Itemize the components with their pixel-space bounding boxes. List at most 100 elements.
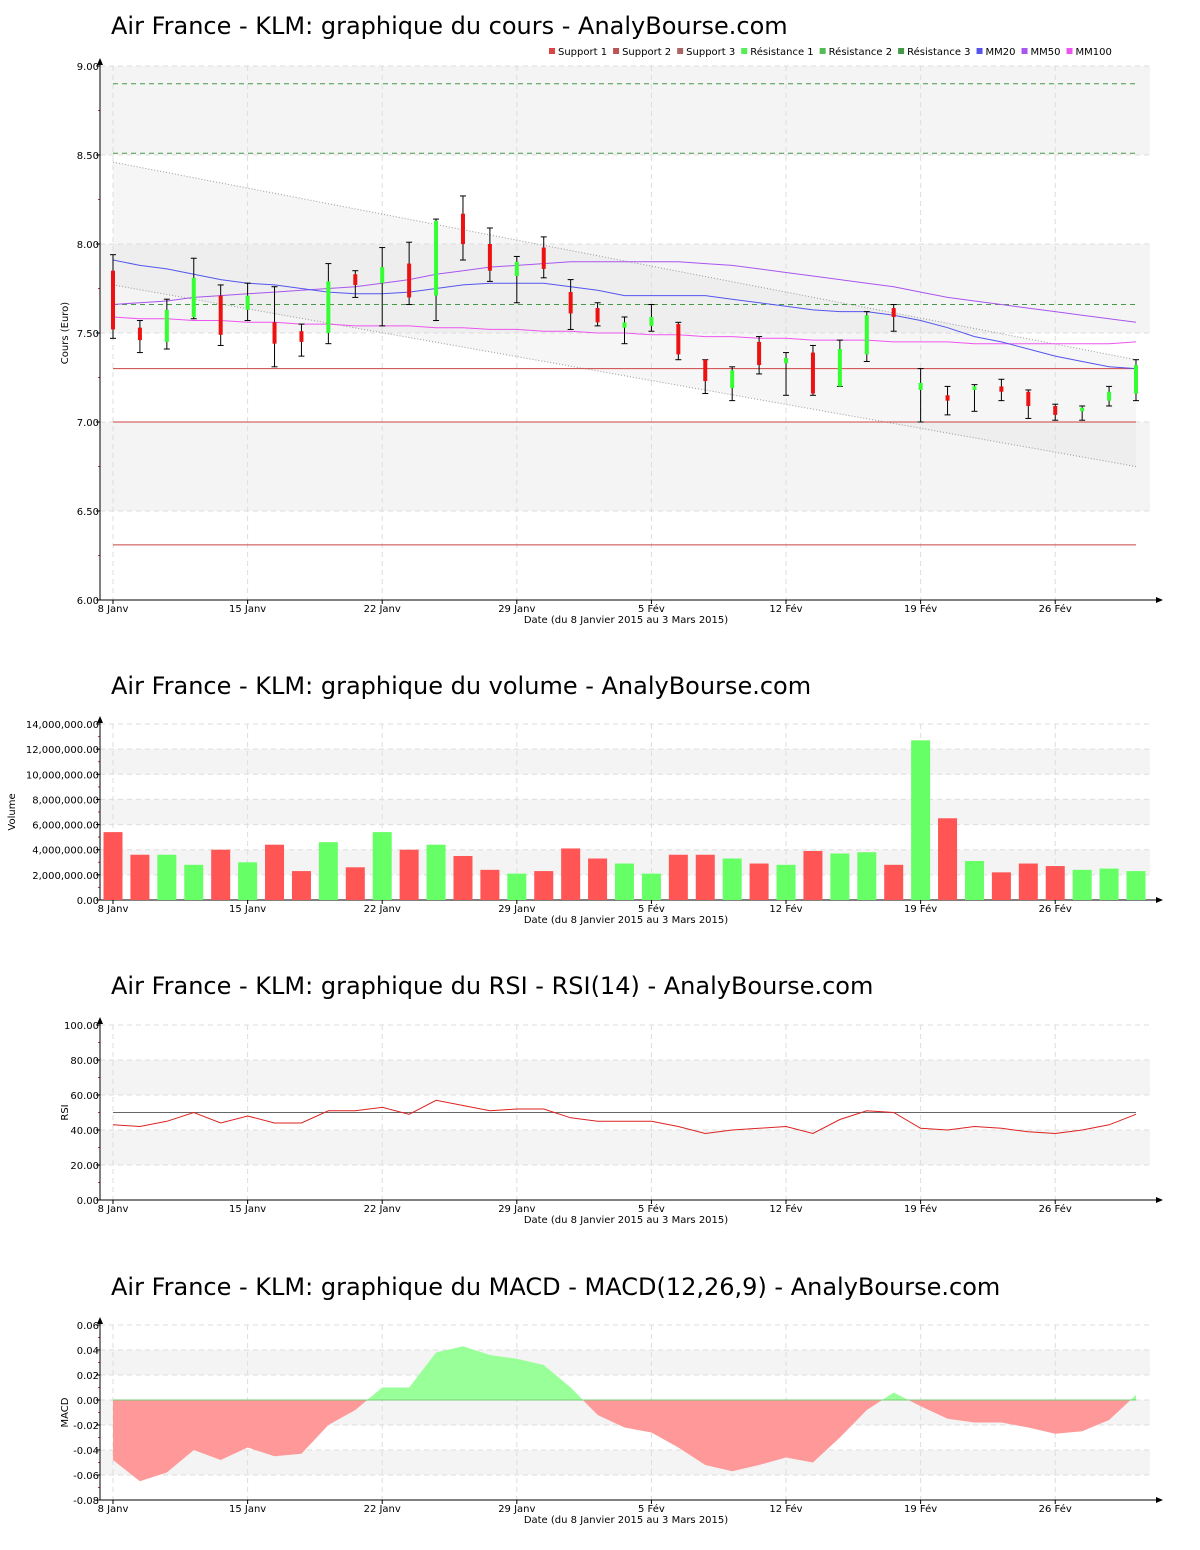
candle-body [326, 281, 331, 333]
x-tick-label: 15 Janv [229, 1504, 266, 1515]
price-chart: Air France - KLM: graphique du cours - A… [60, 12, 1163, 626]
candle-body [864, 315, 869, 355]
x-tick-label: 22 Janv [364, 1204, 401, 1215]
x-tick-label: 12 Fév [769, 603, 802, 615]
y-tick-label: -0.02 [73, 1421, 99, 1432]
volume-bar [453, 856, 473, 900]
legend-entry: Support 3 [686, 47, 735, 58]
candle-body [945, 395, 950, 401]
candle-body [1107, 391, 1112, 401]
candle [110, 254, 116, 339]
candle [863, 311, 870, 362]
candle-body [891, 308, 896, 317]
candle-body [595, 308, 600, 323]
y-axis-label: RSI [60, 1104, 71, 1120]
plot-band [100, 749, 1150, 775]
candle-body [380, 267, 385, 284]
x-axis-arrow [1156, 1197, 1163, 1203]
y-tick-label: 4,000,000.00 [32, 846, 99, 857]
x-tick-label: 22 Janv [364, 604, 401, 615]
volume-bar [776, 864, 796, 900]
y-axis-arrow [97, 716, 103, 723]
y-tick-label: 60.00 [70, 1091, 99, 1102]
candle [217, 284, 224, 346]
volume-chart-title: Air France - KLM: graphique du volume - … [111, 672, 811, 700]
volume-bar [1045, 866, 1065, 900]
candle-body [541, 247, 546, 269]
volume-bar [426, 844, 446, 900]
macd-negative-area [908, 1400, 1131, 1434]
volume-bar [534, 871, 554, 900]
candle [944, 385, 951, 416]
volume-bar [291, 871, 311, 900]
candle [190, 257, 197, 320]
candle [271, 286, 278, 368]
trend-lower-line [112, 284, 1137, 467]
volume-bar [964, 861, 984, 900]
candle-body [487, 244, 492, 271]
candle-body [810, 352, 815, 394]
y-tick-label: 7.00 [77, 418, 99, 429]
legend-swatch [741, 48, 748, 54]
x-tick-label: 29 Janv [498, 1504, 535, 1515]
volume-bar [991, 872, 1011, 900]
x-tick-label: 8 Janv [98, 604, 129, 615]
candle [836, 339, 843, 387]
price-chart-title: Air France - KLM: graphique du cours - A… [111, 12, 788, 40]
x-tick-label: 5 Fév [638, 603, 665, 615]
volume-bar [641, 873, 661, 900]
candle-body [218, 295, 223, 335]
y-tick-label: 0.04 [77, 1346, 99, 1357]
legend-swatch [549, 48, 555, 54]
legend-entry: Résistance 1 [750, 46, 813, 58]
y-axis-label: Cours (Euro) [60, 302, 71, 365]
y-tick-label: 6.50 [77, 507, 99, 518]
candle [513, 255, 520, 304]
rsi-chart-title: Air France - KLM: graphique du RSI - RSI… [111, 972, 873, 1000]
macd-negative-area [582, 1400, 883, 1472]
volume-bar [615, 863, 634, 900]
volume-bar [749, 863, 769, 900]
volume-bar [184, 864, 204, 900]
candle [244, 282, 251, 322]
candle-body [757, 341, 762, 366]
volume-bar [803, 850, 823, 900]
volume-bar [399, 849, 419, 900]
x-tick-label: 26 Fév [1039, 1503, 1072, 1515]
macd-positive-area [1130, 1395, 1136, 1400]
x-tick-label: 15 Janv [229, 904, 266, 915]
candle [325, 263, 332, 345]
y-tick-label: 100.00 [64, 1021, 99, 1032]
volume-bar [695, 854, 715, 900]
x-tick-label: 15 Janv [229, 1204, 266, 1215]
y-tick-label: 6,000,000.00 [32, 821, 99, 832]
candle [298, 323, 305, 357]
y-tick-label: 12,000,000.00 [26, 745, 99, 756]
volume-bar [1099, 868, 1119, 900]
y-tick-label: -0.06 [73, 1471, 99, 1482]
x-tick-label: 12 Fév [769, 903, 802, 915]
legend-swatch [819, 48, 826, 54]
candle-body [164, 309, 169, 342]
x-tick-label: 5 Fév [638, 903, 665, 915]
rsi-chart: Air France - KLM: graphique du RSI - RSI… [60, 972, 1163, 1226]
x-axis-label: Date (du 8 Janvier 2015 au 3 Mars 2015) [524, 615, 728, 626]
candle [594, 302, 601, 327]
candle [136, 320, 143, 354]
legend-entry: MM50 [1031, 47, 1061, 58]
volume-bar [157, 854, 177, 900]
legend-entry: Support 2 [622, 47, 671, 58]
y-tick-label: 20.00 [70, 1161, 99, 1172]
candle-body [999, 386, 1004, 392]
candle [459, 195, 466, 261]
trend-channel [113, 162, 1136, 467]
y-axis-arrow [97, 58, 103, 65]
candle [998, 378, 1005, 402]
x-tick-label: 19 Fév [904, 903, 937, 915]
y-tick-label: 0.00 [77, 1396, 99, 1407]
candle [406, 241, 413, 306]
volume-bar [480, 869, 500, 900]
candle-body [784, 357, 789, 364]
plot-band [100, 422, 1150, 511]
plot-band [100, 1130, 1150, 1165]
